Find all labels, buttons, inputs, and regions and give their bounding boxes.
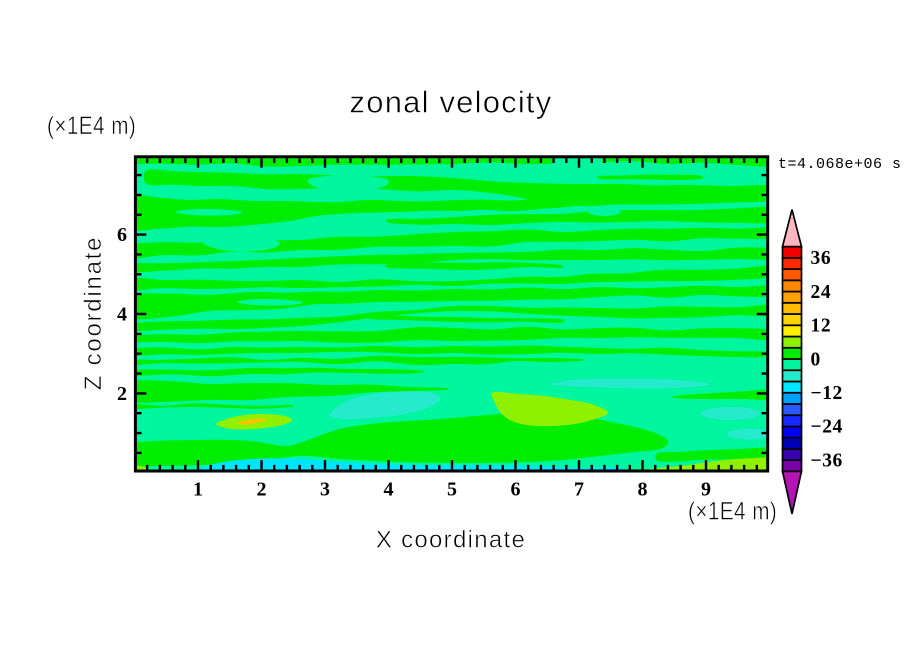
svg-text:Z coordinate: Z coordinate <box>80 236 107 390</box>
svg-text:3: 3 <box>320 479 330 501</box>
svg-text:−12: −12 <box>811 383 843 404</box>
svg-text:zonal velocity: zonal velocity <box>350 85 553 120</box>
svg-text:1: 1 <box>193 479 203 501</box>
svg-text:6: 6 <box>511 479 521 501</box>
svg-text:−24: −24 <box>811 417 843 438</box>
svg-text:9: 9 <box>701 479 711 501</box>
svg-text:(×1E4 m): (×1E4 m) <box>688 497 777 525</box>
svg-text:5: 5 <box>447 479 457 501</box>
svg-text:2: 2 <box>257 479 267 501</box>
svg-text:X coordinate: X coordinate <box>376 527 526 554</box>
svg-text:36: 36 <box>811 248 832 269</box>
svg-text:t=4.068e+06 s: t=4.068e+06 s <box>778 156 902 173</box>
svg-text:−36: −36 <box>811 451 843 472</box>
svg-text:6: 6 <box>117 224 127 246</box>
svg-text:8: 8 <box>638 479 648 501</box>
svg-text:12: 12 <box>811 316 832 337</box>
svg-text:4: 4 <box>384 479 394 501</box>
svg-text:4: 4 <box>117 304 127 326</box>
svg-text:2: 2 <box>117 383 127 405</box>
svg-text:(×1E4 m): (×1E4 m) <box>47 111 136 139</box>
svg-text:7: 7 <box>574 479 584 501</box>
svg-text:24: 24 <box>811 282 832 303</box>
svg-text:0: 0 <box>811 349 821 370</box>
